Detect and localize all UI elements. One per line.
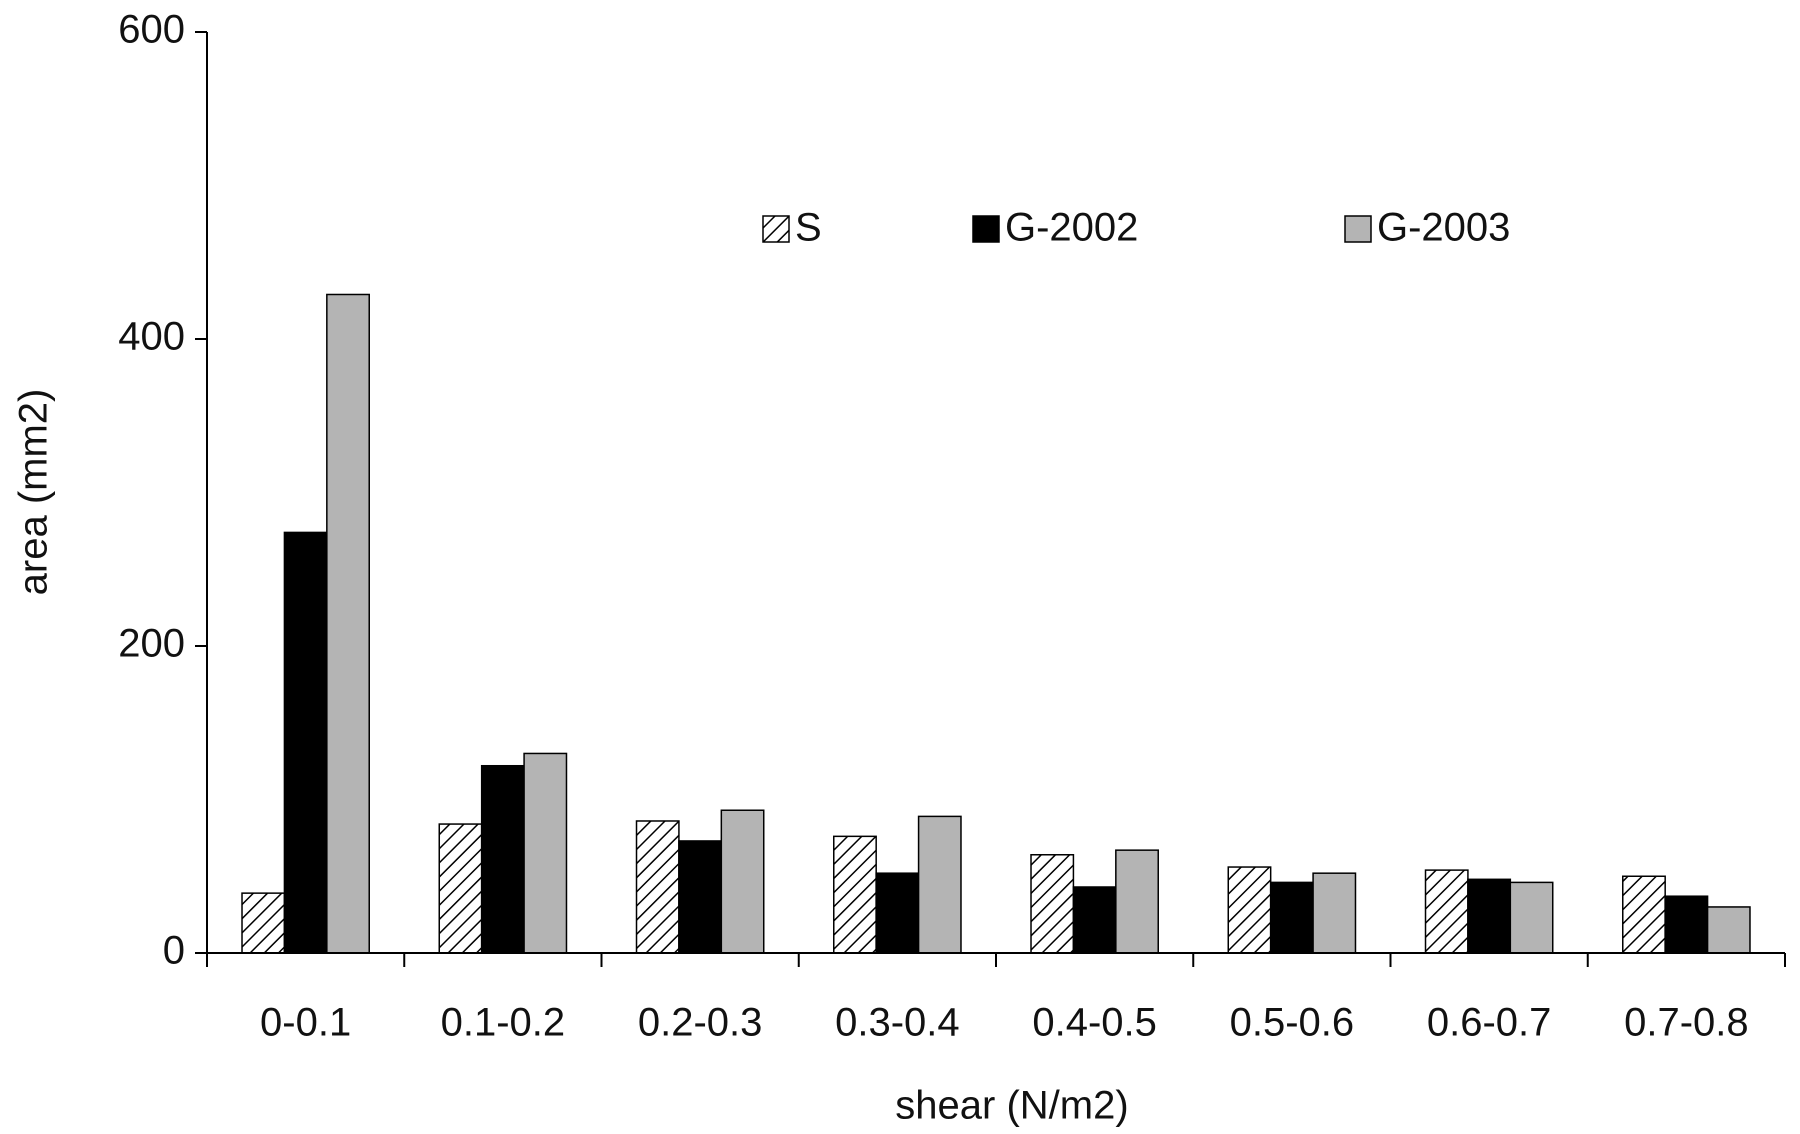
bar xyxy=(1227,866,1272,954)
bar xyxy=(480,764,525,954)
bar xyxy=(875,872,920,954)
bar xyxy=(635,820,680,954)
bar xyxy=(917,815,962,954)
x-tick-label: 0.2-0.3 xyxy=(638,1001,763,1045)
x-tick-label: 0.1-0.2 xyxy=(441,1001,566,1045)
bar xyxy=(1509,881,1554,954)
x-tick-label: 0.7-0.8 xyxy=(1624,1001,1749,1045)
bar xyxy=(1030,854,1075,954)
bar xyxy=(1269,881,1314,954)
bar xyxy=(1115,849,1159,954)
y-axis-title: area (mm2) xyxy=(12,389,56,596)
legend-swatch xyxy=(972,215,1000,243)
x-tick-label: 0-0.1 xyxy=(260,1001,351,1045)
bar xyxy=(1312,872,1357,954)
legend-swatch xyxy=(762,215,790,243)
y-tick-label: 400 xyxy=(118,315,185,359)
bar xyxy=(833,835,877,954)
legend-label: S xyxy=(795,206,822,250)
bar xyxy=(1706,906,1751,954)
bar xyxy=(241,892,286,954)
bar xyxy=(1664,895,1709,954)
bar xyxy=(1467,878,1512,954)
bar xyxy=(678,840,723,954)
y-tick-label: 600 xyxy=(118,8,185,52)
bar xyxy=(326,293,370,954)
y-tick-label: 0 xyxy=(163,929,185,973)
x-tick-label: 0.4-0.5 xyxy=(1032,1001,1157,1045)
legend-swatch xyxy=(1344,215,1372,243)
x-axis-title: shear (N/m2) xyxy=(895,1084,1128,1128)
legend-label: G-2003 xyxy=(1377,206,1510,250)
x-tick-label: 0.6-0.7 xyxy=(1427,1001,1552,1045)
bar xyxy=(523,752,568,954)
bar xyxy=(1072,886,1117,954)
y-tick-label: 200 xyxy=(118,622,185,666)
bar xyxy=(1424,869,1469,954)
bar xyxy=(1622,875,1666,954)
bar xyxy=(720,809,765,954)
legend-label: G-2002 xyxy=(1005,206,1138,250)
x-tick-label: 0.3-0.4 xyxy=(835,1001,960,1045)
bar xyxy=(438,823,483,954)
x-tick-label: 0.5-0.6 xyxy=(1230,1001,1355,1045)
bar xyxy=(283,531,328,954)
